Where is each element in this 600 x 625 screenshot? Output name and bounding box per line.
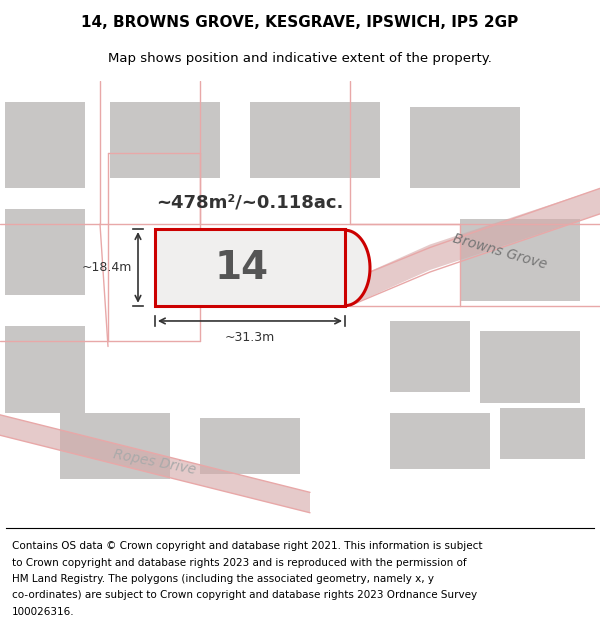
- Bar: [480, 331, 580, 402]
- Text: ~478m²/~0.118ac.: ~478m²/~0.118ac.: [157, 194, 344, 212]
- Bar: [60, 412, 170, 479]
- Polygon shape: [155, 229, 345, 306]
- Text: Map shows position and indicative extent of the property.: Map shows position and indicative extent…: [108, 52, 492, 65]
- Bar: [390, 412, 490, 469]
- Bar: [410, 107, 520, 188]
- Text: to Crown copyright and database rights 2023 and is reproduced with the permissio: to Crown copyright and database rights 2…: [12, 558, 467, 568]
- Bar: [390, 321, 470, 392]
- Bar: [250, 102, 380, 178]
- Bar: [460, 219, 580, 301]
- Text: co-ordinates) are subject to Crown copyright and database rights 2023 Ordnance S: co-ordinates) are subject to Crown copyr…: [12, 591, 477, 601]
- Text: 14: 14: [215, 249, 269, 287]
- Bar: [200, 418, 300, 474]
- Text: Ropes Drive: Ropes Drive: [112, 447, 197, 477]
- Text: ~31.3m: ~31.3m: [225, 331, 275, 344]
- Bar: [500, 408, 585, 459]
- Text: HM Land Registry. The polygons (including the associated geometry, namely x, y: HM Land Registry. The polygons (includin…: [12, 574, 434, 584]
- Polygon shape: [345, 230, 370, 306]
- Text: Browns Grove: Browns Grove: [451, 231, 548, 272]
- Bar: [5, 102, 85, 188]
- Text: 14, BROWNS GROVE, KESGRAVE, IPSWICH, IP5 2GP: 14, BROWNS GROVE, KESGRAVE, IPSWICH, IP5…: [82, 15, 518, 30]
- Text: 100026316.: 100026316.: [12, 607, 74, 617]
- Polygon shape: [0, 415, 310, 512]
- Bar: [5, 209, 85, 296]
- Bar: [5, 326, 85, 412]
- Bar: [110, 102, 220, 178]
- Polygon shape: [350, 188, 600, 306]
- Text: ~18.4m: ~18.4m: [82, 261, 132, 274]
- Text: Contains OS data © Crown copyright and database right 2021. This information is : Contains OS data © Crown copyright and d…: [12, 541, 482, 551]
